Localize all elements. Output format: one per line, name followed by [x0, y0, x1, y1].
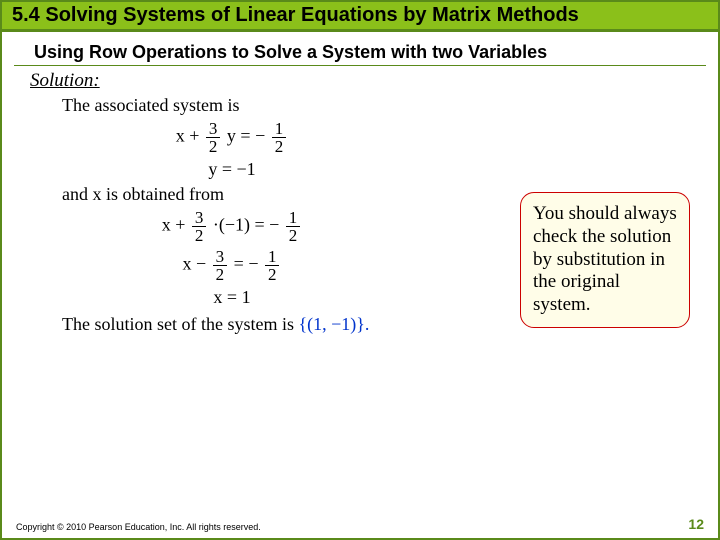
eq-text: ·(−1) = − [213, 215, 279, 235]
equation-5: x = 1 [102, 287, 362, 308]
solution-set: {(1, −1)}. [298, 314, 369, 334]
equation-2: y = −1 [102, 159, 362, 180]
denominator: 2 [213, 266, 228, 283]
copyright-text: Copyright © 2010 Pearson Education, Inc.… [16, 522, 261, 532]
numerator: 3 [206, 120, 221, 138]
eq-text: y = − [227, 126, 265, 146]
fraction: 1 2 [286, 209, 301, 244]
numerator: 1 [265, 248, 280, 266]
equation-4: x − 3 2 = − 1 2 [102, 248, 362, 283]
numerator: 1 [272, 120, 287, 138]
page-title: 5.4 Solving Systems of Linear Equations … [12, 4, 708, 27]
denominator: 2 [206, 138, 221, 155]
numerator: 3 [213, 248, 228, 266]
eq-text: = − [234, 254, 259, 274]
eq-text: x + [176, 126, 200, 146]
numerator: 1 [286, 209, 301, 227]
denominator: 2 [286, 227, 301, 244]
text-line: The associated system is [62, 95, 688, 116]
footer: Copyright © 2010 Pearson Education, Inc.… [16, 516, 704, 532]
equation-3: x + 3 2 ·(−1) = − 1 2 [102, 209, 362, 244]
subtitle-row: Using Row Operations to Solve a System w… [14, 32, 706, 66]
callout-box: You should always check the solution by … [520, 192, 690, 328]
numerator: 3 [192, 209, 207, 227]
fraction: 1 2 [265, 248, 280, 283]
denominator: 2 [265, 266, 280, 283]
solution-label: Solution: [2, 66, 718, 92]
fraction: 1 2 [272, 120, 287, 155]
denominator: 2 [272, 138, 287, 155]
equation-1: x + 3 2 y = − 1 2 [102, 120, 362, 155]
denominator: 2 [192, 227, 207, 244]
fraction: 3 2 [213, 248, 228, 283]
header-bar: 5.4 Solving Systems of Linear Equations … [2, 2, 718, 32]
text: The solution set of the system is [62, 314, 298, 334]
subtitle: Using Row Operations to Solve a System w… [34, 42, 686, 63]
fraction: 3 2 [206, 120, 221, 155]
eq-text: x + [162, 215, 186, 235]
fraction: 3 2 [192, 209, 207, 244]
page-number: 12 [688, 516, 704, 532]
eq-text: x − [183, 254, 207, 274]
